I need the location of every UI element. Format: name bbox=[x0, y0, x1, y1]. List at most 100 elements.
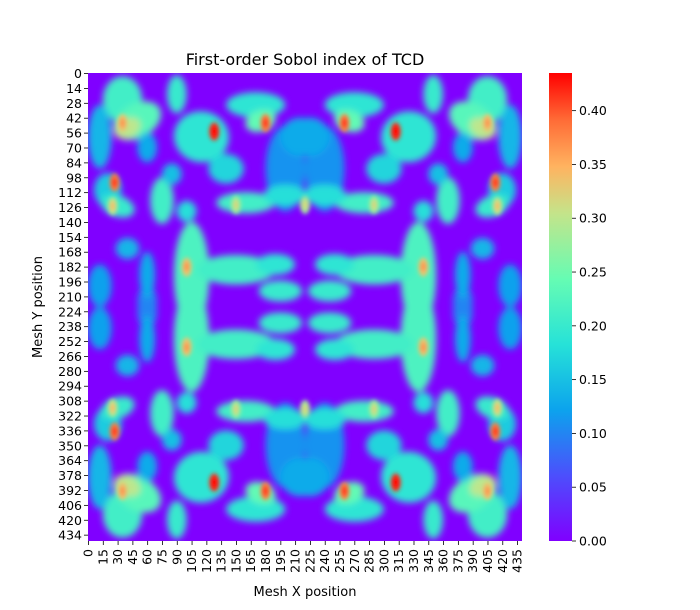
x-tick-label: 330 bbox=[406, 549, 421, 573]
heatmap-cell-region bbox=[423, 500, 444, 539]
heatmap-cell-region bbox=[428, 429, 449, 451]
heatmap-hotspot-core bbox=[184, 261, 190, 272]
heatmap-hotspot-core bbox=[233, 199, 239, 210]
colorbar-tick-label: 0.25 bbox=[579, 265, 607, 280]
heatmap-cell-region bbox=[196, 329, 276, 360]
heatmap-hotspot-core bbox=[494, 200, 500, 211]
heatmap-cell-region bbox=[436, 177, 460, 225]
y-tick-label: 252 bbox=[58, 334, 82, 349]
x-tick-label: 285 bbox=[362, 549, 377, 573]
heatmap-cell-region bbox=[216, 192, 276, 214]
heatmap-hotspot-core bbox=[420, 261, 426, 272]
heatmap-cell-region bbox=[452, 132, 473, 163]
heatmap-cell-region bbox=[334, 400, 394, 422]
y-tick-label: 140 bbox=[58, 215, 82, 230]
heatmap-hotspot-core bbox=[494, 403, 500, 414]
y-tick-label: 294 bbox=[58, 379, 82, 394]
heatmap-cell-region bbox=[255, 253, 296, 276]
y-tick-label: 308 bbox=[58, 394, 82, 409]
heatmap-cell-region bbox=[176, 392, 197, 414]
heatmap-cell-region bbox=[498, 104, 522, 169]
x-tick-label: 225 bbox=[302, 549, 317, 573]
heatmap-cell-region bbox=[255, 338, 296, 361]
x-tick-label: 180 bbox=[258, 549, 273, 573]
heatmap-cell-region bbox=[498, 445, 522, 510]
heatmap-cell-region bbox=[258, 312, 303, 334]
heatmap-hotspot-core bbox=[492, 426, 498, 437]
heatmap-hotspot-core bbox=[233, 404, 239, 415]
x-axis: 0 15 30 45 60 75 90 105 120 135 150 165 180 195 210 225… bbox=[80, 541, 525, 573]
y-axis: 0142842567084981121261401541681821962102… bbox=[58, 66, 88, 543]
y-tick-label: 378 bbox=[58, 468, 82, 483]
x-tick-label: 195 bbox=[273, 549, 288, 573]
x-tick-label: 150 bbox=[228, 549, 243, 573]
heatmap-cell-region bbox=[208, 153, 244, 184]
heatmap-hotspot-core bbox=[263, 117, 269, 128]
heatmap-cell-region bbox=[115, 354, 140, 377]
heatmap-cell-region bbox=[88, 307, 112, 350]
heatmap-cell-region bbox=[366, 430, 402, 461]
y-tick-label: 266 bbox=[58, 349, 82, 364]
heatmap-cell-region bbox=[139, 315, 156, 363]
heatmap-cell-region bbox=[470, 354, 495, 377]
x-tick-label: 45 bbox=[125, 549, 140, 565]
heatmap-cell-region bbox=[166, 500, 187, 539]
heatmap-cell-region bbox=[137, 296, 158, 329]
heatmap-cell-region bbox=[470, 237, 495, 260]
heatmap-cell-region bbox=[334, 329, 414, 360]
heatmap-hotspot-core bbox=[341, 117, 347, 128]
x-tick-label: 240 bbox=[317, 549, 332, 573]
heatmap-cell-region bbox=[314, 253, 355, 276]
chart-title: First-order Sobol index of TCD bbox=[186, 50, 425, 69]
heatmap-hotspot-core bbox=[211, 477, 217, 488]
heatmap-cell-region bbox=[176, 200, 197, 222]
x-tick-label: 30 bbox=[110, 549, 125, 565]
y-tick-label: 112 bbox=[58, 185, 82, 200]
x-tick-label: 120 bbox=[199, 549, 214, 573]
heatmap-cell-region bbox=[314, 338, 355, 361]
heatmap-hotspot-core bbox=[371, 199, 377, 210]
heatmap-hotspot-core bbox=[263, 486, 269, 497]
heatmap bbox=[88, 73, 522, 541]
heatmap-cell-region bbox=[88, 264, 112, 307]
heatmap-cell-region bbox=[196, 254, 276, 285]
heatmap-cell-region bbox=[452, 296, 473, 329]
x-tick-label: 255 bbox=[332, 549, 347, 573]
x-tick-label: 0 bbox=[80, 549, 95, 557]
heatmap-hotspot-core bbox=[211, 126, 217, 137]
y-tick-label: 196 bbox=[58, 275, 82, 290]
colorbar-ticks: 0.00 0.05 0.10 0.15 0.20 0.25 0.30 0.35 0.40 bbox=[572, 103, 607, 549]
heatmap-cell-region bbox=[290, 117, 330, 156]
colorbar-tick-label: 0.20 bbox=[579, 318, 607, 333]
heatmap-cell-region bbox=[263, 184, 307, 206]
x-tick-label: 345 bbox=[421, 549, 436, 573]
heatmap-hotspot-core bbox=[120, 117, 126, 128]
heatmap-hotspot-core bbox=[302, 199, 308, 210]
x-tick-label: 165 bbox=[243, 549, 258, 573]
heatmap-cell-region bbox=[150, 177, 174, 225]
heatmap-hotspot-core bbox=[371, 404, 377, 415]
heatmap-cell-region bbox=[139, 251, 156, 299]
heatmap-cell-region bbox=[150, 389, 174, 437]
heatmap-cell-region bbox=[423, 75, 444, 114]
heatmap-cell-region bbox=[216, 400, 276, 422]
heatmap-hotspot-core bbox=[184, 342, 190, 353]
x-tick-label: 90 bbox=[169, 549, 184, 565]
heatmap-cell-region bbox=[290, 458, 330, 497]
heatmap-cell-region bbox=[413, 392, 434, 414]
y-tick-label: 98 bbox=[66, 170, 82, 185]
colorbar-tick-label: 0.35 bbox=[579, 157, 607, 172]
x-tick-label: 405 bbox=[480, 549, 495, 573]
heatmap-hotspot-core bbox=[393, 477, 399, 488]
y-tick-label: 168 bbox=[58, 245, 82, 260]
heatmap-hotspot-core bbox=[120, 486, 126, 497]
y-tick-label: 364 bbox=[58, 453, 82, 468]
x-tick-label: 435 bbox=[510, 549, 525, 573]
x-tick-label: 75 bbox=[154, 549, 169, 565]
y-tick-label: 336 bbox=[58, 423, 82, 438]
x-tick-label: 390 bbox=[465, 549, 480, 573]
heatmap-cell-region bbox=[498, 307, 522, 350]
x-tick-label: 375 bbox=[450, 549, 465, 573]
heatmap-cell-region bbox=[88, 445, 112, 510]
